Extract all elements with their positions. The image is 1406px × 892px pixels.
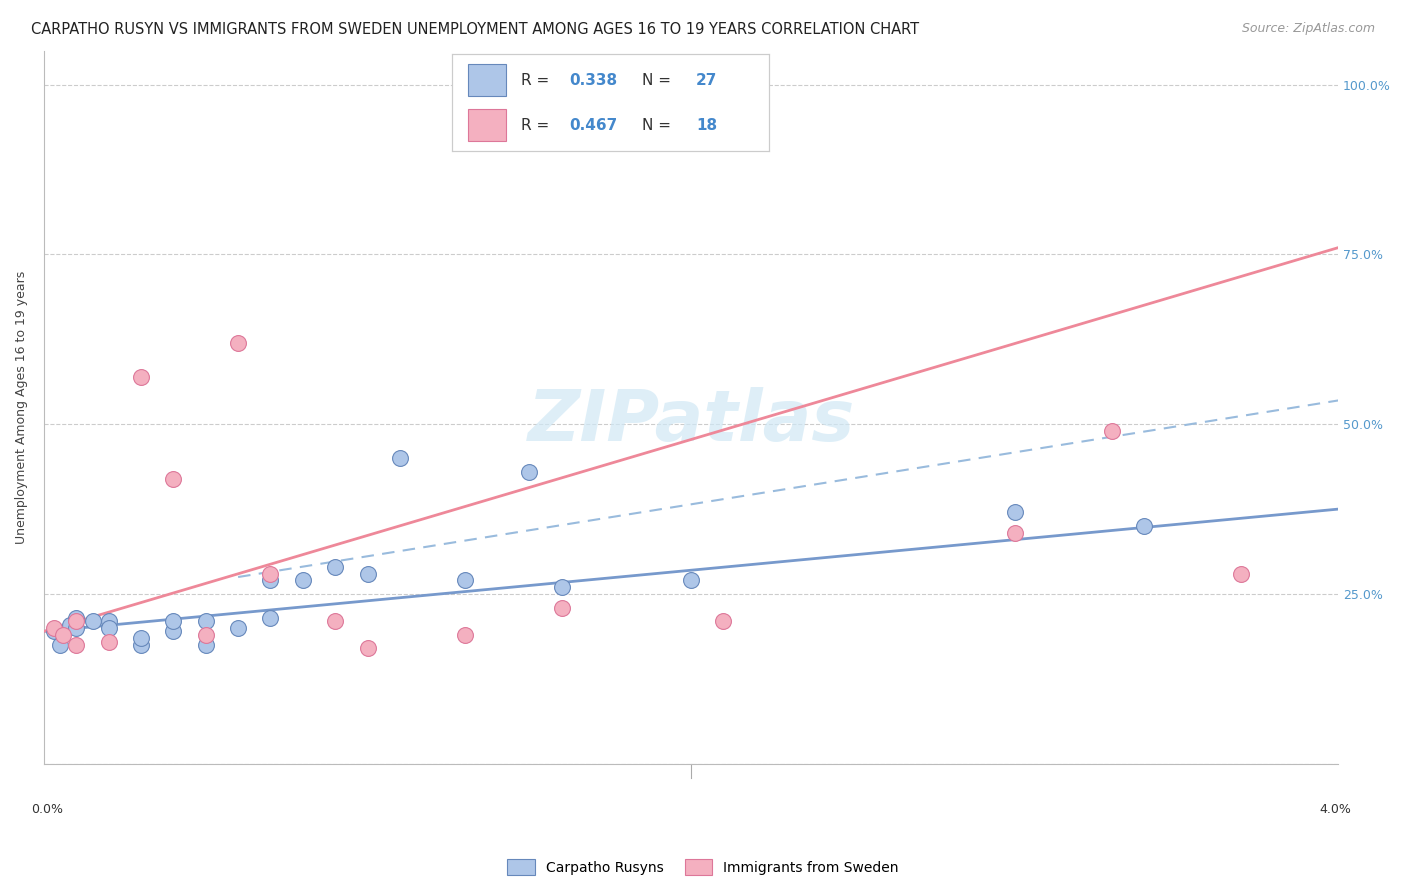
Point (453, 574, 475, 588)
Y-axis label: Unemployment Among Ages 16 to 19 years: Unemployment Among Ages 16 to 19 years (15, 270, 28, 544)
Point (259, 574, 281, 588)
Point (162, 624, 184, 639)
Point (65, 614, 87, 628)
Point (42, 624, 65, 639)
Point (42, 621, 65, 635)
Point (1004, 506, 1026, 520)
Point (681, 574, 703, 588)
Point (97, 634, 120, 648)
Point (226, 335, 249, 350)
Point (1230, 566, 1253, 581)
Point (65, 638, 87, 652)
Point (129, 638, 152, 652)
Point (517, 465, 540, 479)
Point (97, 614, 120, 628)
Legend: Carpatho Rusyns, Immigrants from Sweden: Carpatho Rusyns, Immigrants from Sweden (502, 854, 904, 880)
Point (323, 614, 346, 628)
Text: 0.0%: 0.0% (31, 803, 63, 816)
Point (49, 638, 72, 652)
Point (82, 614, 104, 628)
Point (59, 617, 82, 632)
Point (194, 638, 217, 652)
Text: CARPATHO RUSYN VS IMMIGRANTS FROM SWEDEN UNEMPLOYMENT AMONG AGES 16 TO 19 YEARS : CARPATHO RUSYN VS IMMIGRANTS FROM SWEDEN… (31, 22, 920, 37)
Point (356, 641, 378, 656)
Point (162, 471, 184, 485)
Point (65, 621, 87, 635)
Point (194, 614, 217, 628)
Point (129, 631, 152, 645)
Point (65, 611, 87, 625)
Text: 4.0%: 4.0% (1319, 803, 1351, 816)
Point (1004, 525, 1026, 540)
Point (97, 621, 120, 635)
Point (550, 600, 572, 615)
Point (388, 451, 411, 466)
Point (291, 574, 314, 588)
Point (550, 580, 572, 594)
Point (226, 621, 249, 635)
Point (323, 559, 346, 574)
Text: ZIPatlas: ZIPatlas (527, 387, 855, 456)
Point (356, 566, 378, 581)
Point (1101, 424, 1123, 438)
Point (194, 628, 217, 642)
Point (259, 611, 281, 625)
Text: Source: ZipAtlas.com: Source: ZipAtlas.com (1241, 22, 1375, 36)
Point (162, 614, 184, 628)
Point (713, 614, 735, 628)
Point (129, 369, 152, 384)
Point (1133, 519, 1156, 533)
Point (259, 566, 281, 581)
Point (52, 628, 75, 642)
Point (453, 628, 475, 642)
